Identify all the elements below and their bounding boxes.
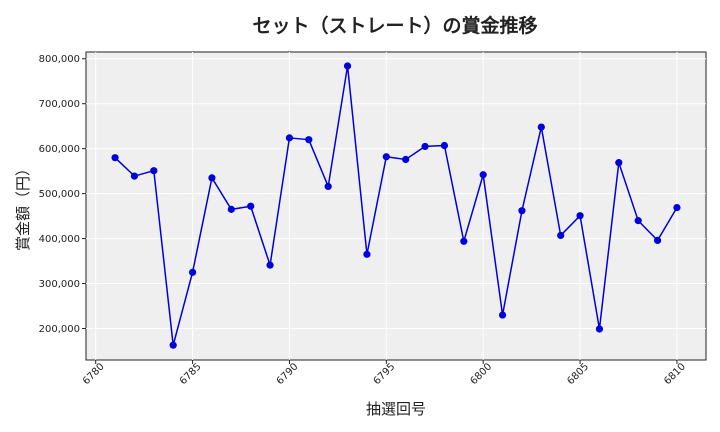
data-point [421,142,429,151]
data-point [653,236,662,244]
data-point [130,172,139,180]
x-tick-label: 6780 [81,361,107,387]
data-point [576,212,584,220]
data-point [247,202,255,210]
data-point [634,217,642,225]
x-tick-label: 6810 [662,361,688,387]
y-tick-label: 200,000 [39,324,80,335]
y-tick-label: 700,000 [39,99,80,110]
data-point [557,231,565,240]
data-point [305,136,313,144]
y-tick-label: 300,000 [39,279,80,290]
data-point [169,341,177,349]
x-tick-label: 6790 [275,361,301,387]
x-tick-label: 6795 [372,361,398,387]
data-point [227,205,235,213]
data-point [537,123,545,131]
chart-title: セット（ストレート）の賞金推移 [252,14,537,37]
data-point [479,171,487,179]
data-point [285,134,294,142]
data-point [111,154,119,162]
data-point [266,261,274,269]
data-point [595,325,604,333]
data-point [460,237,468,245]
data-point [615,159,623,167]
data-point [498,311,507,319]
data-point [324,182,332,191]
data-point [150,167,158,175]
y-tick-label: 600,000 [39,144,80,155]
x-tick-label: 6785 [178,361,204,387]
data-point [518,207,526,215]
data-point [343,62,352,70]
y-tick-label: 500,000 [39,189,80,200]
plot-area [85,51,707,361]
y-tick-label: 800,000 [39,54,80,65]
data-point [440,141,449,150]
y-axis-label: 賞金額（円） [14,161,32,251]
data-point [188,268,197,276]
data-point [382,153,390,161]
data-point [673,203,681,212]
series-line [114,65,678,346]
x-tick-label: 6805 [565,361,591,387]
y-tick-label: 400,000 [39,234,80,245]
x-tick-label: 6800 [469,361,495,387]
data-point [402,155,410,164]
x-axis-label: 抽選回号 [366,400,426,418]
data-point [208,174,216,182]
series-layer [111,62,681,349]
data-point [363,250,371,258]
